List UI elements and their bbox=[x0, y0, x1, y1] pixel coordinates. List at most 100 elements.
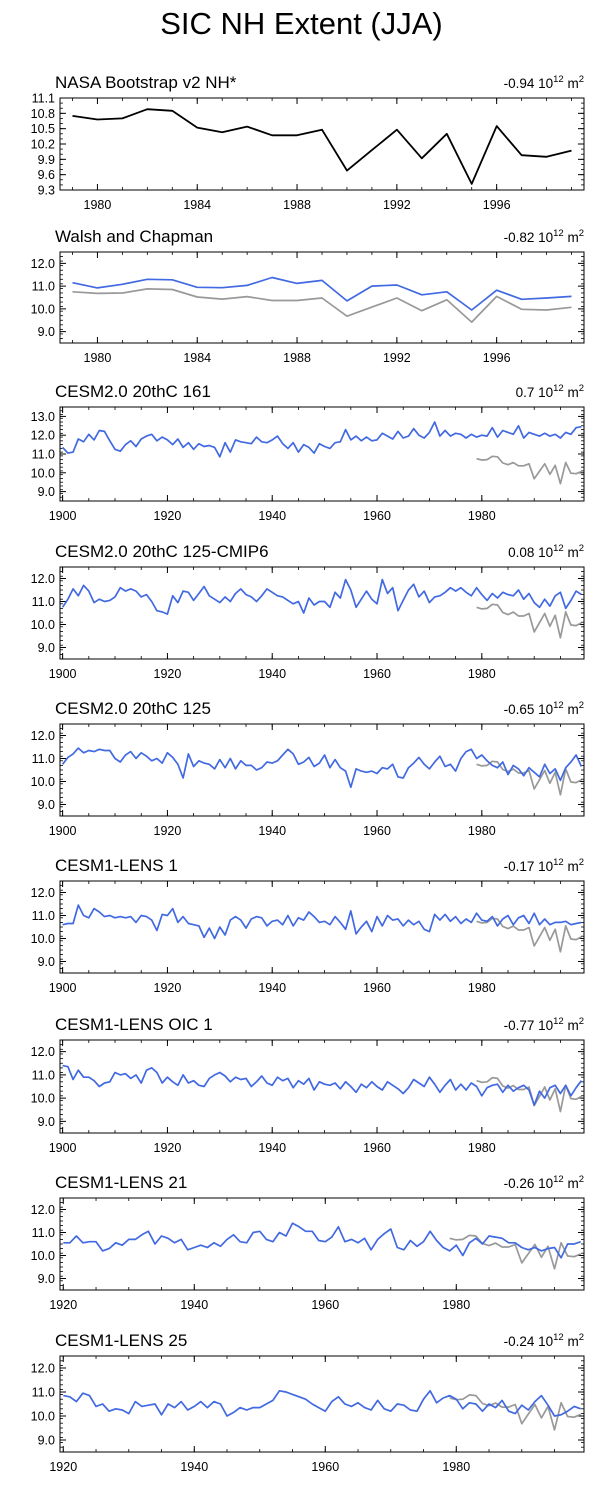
panel-title: CESM2.0 20thC 125 bbox=[55, 699, 211, 718]
panel-3: CESM2.0 20thC 161 0.7 1012 m2 9.0 10.0 11.0 1… bbox=[31, 382, 585, 523]
series-line-ref bbox=[476, 603, 582, 639]
plot-frame bbox=[59, 1197, 585, 1291]
x-tick-label: 1940 bbox=[258, 667, 286, 681]
series-line-model bbox=[61, 421, 582, 458]
series-line-ref bbox=[449, 1234, 582, 1270]
series-line-model bbox=[62, 904, 582, 940]
x-tick-label: 1940 bbox=[180, 1298, 208, 1312]
x-tick-label: 1940 bbox=[180, 1460, 208, 1474]
y-tick-label: 11.0 bbox=[32, 1068, 55, 1082]
x-tick-label: 1940 bbox=[258, 981, 286, 995]
trend-unit: m bbox=[564, 1018, 579, 1033]
trend-value: -0.77 10 bbox=[504, 1018, 554, 1033]
series-line-model bbox=[63, 1222, 581, 1259]
x-tick-label: 1920 bbox=[49, 1298, 77, 1312]
y-tick-label: 9.0 bbox=[38, 1115, 55, 1129]
x-tick-label: 1980 bbox=[468, 1141, 496, 1155]
trend-unit-exponent: 2 bbox=[579, 700, 584, 711]
panel-title: CESM1-LENS 21 bbox=[55, 1173, 187, 1192]
x-tick-label: 1900 bbox=[49, 667, 77, 681]
trend-exponent: 12 bbox=[553, 74, 564, 85]
x-tick-label: 1960 bbox=[363, 824, 391, 838]
trend-label: -0.77 1012 m2 bbox=[504, 1016, 584, 1033]
trend-exponent: 12 bbox=[553, 1016, 564, 1027]
panel-8: CESM1-LENS 21 -0.26 1012 m2 9.0 10.0 11.0 12.… bbox=[31, 1173, 585, 1312]
y-tick-label: 10.0 bbox=[31, 1092, 55, 1106]
series-line-model bbox=[61, 578, 582, 615]
trend-unit-exponent: 2 bbox=[579, 1174, 584, 1185]
y-tick-label: 9.6 bbox=[38, 168, 55, 182]
trend-exponent: 12 bbox=[553, 543, 564, 554]
panel-5: CESM2.0 20thC 125 -0.65 1012 m2 9.0 10.0 11.… bbox=[31, 699, 585, 838]
series-line-model bbox=[62, 1064, 583, 1106]
y-tick-label: 11.0 bbox=[32, 280, 55, 294]
trend-value: -0.65 10 bbox=[504, 702, 554, 717]
x-tick-label: 1900 bbox=[49, 509, 77, 523]
x-tick-label: 1980 bbox=[84, 198, 112, 212]
trend-exponent: 12 bbox=[553, 700, 564, 711]
trend-unit-exponent: 2 bbox=[579, 74, 584, 85]
y-tick-label: 9.0 bbox=[38, 485, 55, 499]
y-tick-label: 10.0 bbox=[31, 618, 55, 632]
trend-value: -0.24 10 bbox=[504, 1334, 554, 1349]
panel-title: NASA Bootstrap v2 NH* bbox=[55, 73, 237, 92]
x-tick-label: 1960 bbox=[311, 1298, 339, 1312]
y-tick-label: 11.0 bbox=[32, 448, 55, 462]
trend-label: 0.7 1012 m2 bbox=[516, 383, 584, 400]
y-tick-label: 12.0 bbox=[31, 886, 55, 900]
trend-label: -0.17 1012 m2 bbox=[504, 857, 584, 874]
x-tick-label: 1980 bbox=[468, 509, 496, 523]
x-tick-label: 1960 bbox=[363, 1141, 391, 1155]
series-line-ref bbox=[476, 760, 582, 796]
y-tick-label: 11.0 bbox=[32, 752, 55, 766]
x-tick-label: 1900 bbox=[49, 824, 77, 838]
panel-title: CESM2.0 20thC 161 bbox=[55, 382, 211, 401]
trend-exponent: 12 bbox=[553, 857, 564, 868]
y-tick-label: 13.0 bbox=[31, 410, 55, 424]
y-tick-label: 12.0 bbox=[31, 1362, 55, 1376]
x-tick-label: 1960 bbox=[363, 667, 391, 681]
y-tick-label: 10.2 bbox=[31, 138, 55, 152]
y-tick-label: 9.9 bbox=[38, 153, 55, 167]
trend-value: -0.82 10 bbox=[504, 230, 554, 245]
series-line-model bbox=[61, 747, 583, 789]
x-tick-label: 1920 bbox=[154, 509, 182, 523]
trend-unit: m bbox=[564, 545, 579, 560]
panel-title: CESM1-LENS OIC 1 bbox=[55, 1015, 213, 1034]
trend-label: 0.08 1012 m2 bbox=[508, 543, 584, 560]
panel-2: Walsh and Chapman -0.82 1012 m2 9.0 10.0 11.… bbox=[31, 227, 585, 365]
trend-value: -0.17 10 bbox=[504, 859, 554, 874]
y-tick-label: 10.0 bbox=[31, 1249, 55, 1263]
panel-title: Walsh and Chapman bbox=[55, 227, 213, 246]
panel-9: CESM1-LENS 25 -0.24 1012 m2 9.0 10.0 11.0 12.… bbox=[31, 1331, 585, 1474]
trend-unit: m bbox=[564, 702, 579, 717]
trend-unit-exponent: 2 bbox=[579, 383, 584, 394]
x-tick-label: 1940 bbox=[258, 509, 286, 523]
trend-label: -0.24 1012 m2 bbox=[504, 1332, 584, 1349]
x-tick-label: 1980 bbox=[468, 824, 496, 838]
x-tick-label: 1960 bbox=[363, 509, 391, 523]
y-tick-label: 11.1 bbox=[32, 92, 55, 106]
trend-value: -0.26 10 bbox=[504, 1176, 554, 1191]
trend-unit: m bbox=[564, 1334, 579, 1349]
x-tick-label: 1980 bbox=[84, 351, 112, 365]
trend-label: -0.65 1012 m2 bbox=[504, 700, 584, 717]
y-tick-label: 11.0 bbox=[32, 1386, 55, 1400]
series-line-ref bbox=[476, 455, 582, 485]
y-tick-label: 10.0 bbox=[31, 932, 55, 946]
y-tick-label: 12.0 bbox=[31, 1045, 55, 1059]
x-tick-label: 1900 bbox=[49, 1141, 77, 1155]
trend-value: -0.94 10 bbox=[504, 76, 554, 91]
trend-label: -0.94 1012 m2 bbox=[504, 74, 584, 91]
y-tick-label: 11.0 bbox=[32, 1226, 55, 1240]
x-tick-label: 1992 bbox=[383, 351, 411, 365]
y-tick-label: 10.8 bbox=[31, 107, 55, 121]
trend-unit: m bbox=[564, 1176, 579, 1191]
trend-value: 0.08 10 bbox=[508, 545, 553, 560]
x-tick-label: 1940 bbox=[258, 1141, 286, 1155]
x-tick-label: 1920 bbox=[154, 1141, 182, 1155]
trend-unit-exponent: 2 bbox=[579, 543, 584, 554]
y-tick-label: 12.0 bbox=[31, 429, 55, 443]
y-tick-label: 10.0 bbox=[31, 1410, 55, 1424]
